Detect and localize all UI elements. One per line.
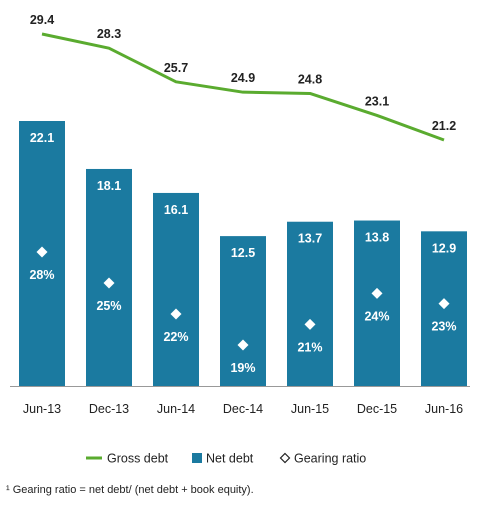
gearing-ratio-marker xyxy=(438,298,450,310)
legend-gearing-swatch xyxy=(279,452,291,464)
legend: Gross debt Net debt Gearing ratio xyxy=(86,452,366,466)
gearing-ratio-marker xyxy=(237,339,249,351)
net-debt-bar xyxy=(86,168,132,386)
net-debt-bar xyxy=(153,192,199,386)
net-debt-bar xyxy=(287,221,333,386)
gearing-ratio-marker xyxy=(36,246,48,258)
gross-debt-labels: 29.4 28.3 25.7 24.9 24.8 23.1 21.2 xyxy=(30,13,456,133)
gearing-ratio-value: 22% xyxy=(163,330,188,344)
net-debt-labels: 22.1 18.1 16.1 12.5 13.7 13.8 12.9 xyxy=(30,131,456,260)
gearing-ratio-value: 19% xyxy=(230,361,255,375)
x-tick-label: Jun-13 xyxy=(23,402,61,416)
gross-debt-value: 24.9 xyxy=(231,71,255,85)
gross-debt-value: 23.1 xyxy=(365,94,389,108)
legend-net-swatch xyxy=(192,453,202,463)
gross-debt-line xyxy=(41,32,445,142)
gross-debt-series-line xyxy=(41,32,445,142)
x-tick-label: Dec-15 xyxy=(357,402,397,416)
gearing-ratio-value: 25% xyxy=(96,299,121,313)
gearing-ratio-value: 21% xyxy=(297,340,322,354)
gross-debt-value: 28.3 xyxy=(97,27,121,41)
net-debt-value: 16.1 xyxy=(164,203,188,217)
legend-gearing-label: Gearing ratio xyxy=(294,452,366,466)
net-debt-value: 12.9 xyxy=(432,241,456,255)
gearing-ratio-markers xyxy=(36,246,450,351)
net-debt-bars xyxy=(19,121,467,386)
gearing-ratio-marker xyxy=(103,277,115,289)
net-debt-value: 13.8 xyxy=(365,231,389,245)
gearing-ratio-marker xyxy=(371,287,383,299)
net-debt-value: 18.1 xyxy=(97,179,121,193)
gearing-ratio-value: 24% xyxy=(364,309,389,323)
net-debt-value: 13.7 xyxy=(298,232,322,246)
legend-net-label: Net debt xyxy=(206,452,254,466)
x-tick-label: Dec-14 xyxy=(223,402,263,416)
net-debt-value: 12.5 xyxy=(231,246,255,260)
gross-debt-value: 29.4 xyxy=(30,13,54,27)
x-tick-label: Jun-14 xyxy=(157,402,195,416)
net-debt-bar xyxy=(354,220,400,386)
x-tick-label: Jun-16 xyxy=(425,402,463,416)
gearing-ratio-value: 23% xyxy=(431,320,456,334)
gearing-ratio-value: 28% xyxy=(29,268,54,282)
gross-debt-value: 25.7 xyxy=(164,61,188,75)
gross-debt-value: 21.2 xyxy=(432,119,456,133)
gearing-ratio-marker xyxy=(170,308,182,320)
footnote: ¹ Gearing ratio = net debt/ (net debt + … xyxy=(6,484,254,496)
net-debt-bar xyxy=(220,236,266,386)
gearing-ratio-labels: 28% 25% 22% 19% 21% 24% 23% xyxy=(29,268,456,375)
x-axis-ticks: Jun-13 Dec-13 Jun-14 Dec-14 Jun-15 Dec-15 Jun-… xyxy=(23,402,463,416)
legend-gross-label: Gross debt xyxy=(107,452,169,466)
net-debt-value: 22.1 xyxy=(30,131,54,145)
x-tick-label: Jun-15 xyxy=(291,402,329,416)
gearing-ratio-marker xyxy=(304,318,316,330)
x-tick-label: Dec-13 xyxy=(89,402,129,416)
gross-debt-value: 24.8 xyxy=(298,72,322,86)
